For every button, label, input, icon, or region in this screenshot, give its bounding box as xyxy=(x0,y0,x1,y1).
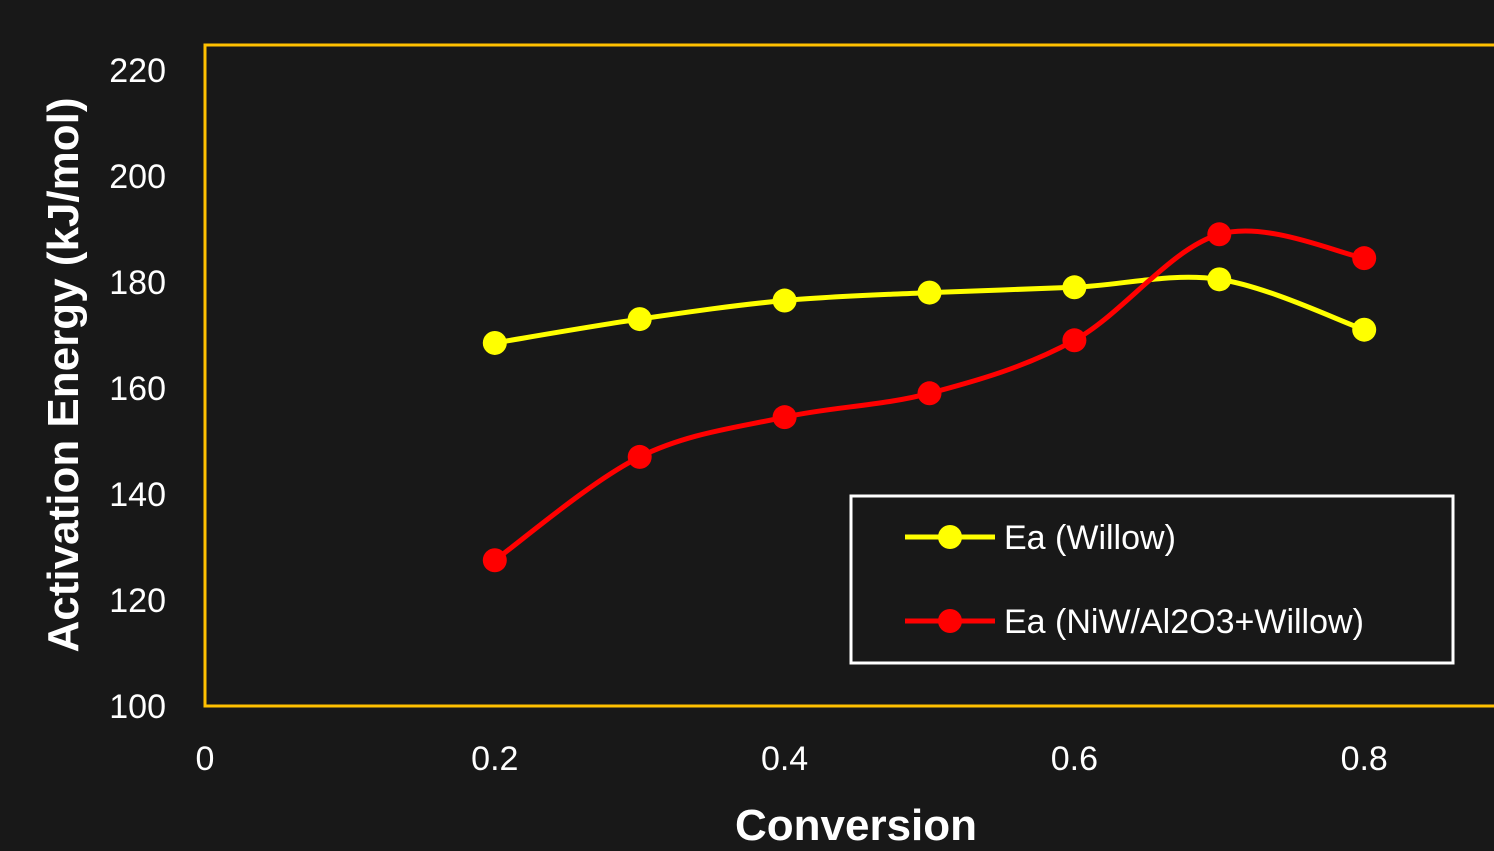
x-tick-label: 0.6 xyxy=(1051,740,1098,778)
data-point-marker xyxy=(1352,246,1377,271)
data-point-marker xyxy=(1062,328,1087,353)
y-tick-label: 120 xyxy=(109,582,166,620)
y-tick-label: 140 xyxy=(109,476,166,514)
legend-box xyxy=(849,494,1455,665)
series-niw-al2o3-willow xyxy=(482,222,1377,573)
data-point-marker xyxy=(627,444,652,469)
data-point-marker xyxy=(482,548,507,573)
data-point-marker xyxy=(1207,222,1232,247)
plot-area-border xyxy=(203,43,1494,708)
data-point-marker xyxy=(917,280,942,305)
series-willow xyxy=(482,267,1377,355)
legend: Ea (Willow) Ea (NiW/Al2O3+Willow) xyxy=(849,494,1455,665)
data-point-marker xyxy=(772,405,797,430)
data-point-marker xyxy=(772,288,797,313)
data-point-marker xyxy=(1062,275,1087,300)
legend-swatch-marker xyxy=(938,609,962,633)
x-tick-label: 0.8 xyxy=(1341,740,1388,778)
data-point-marker xyxy=(482,330,507,355)
x-tick-label: 0.4 xyxy=(761,740,808,778)
data-point-marker xyxy=(1207,267,1232,292)
data-point-marker xyxy=(917,381,942,406)
legend-label: Ea (Willow) xyxy=(1004,519,1176,557)
y-tick-label: 180 xyxy=(109,264,166,302)
y-tick-label: 220 xyxy=(109,52,166,90)
y-tick-label: 100 xyxy=(109,688,166,726)
x-tick-label: 0.2 xyxy=(471,740,518,778)
y-axis-title: Activation Energy (kJ/mol) xyxy=(39,97,88,652)
x-axis-title: Conversion xyxy=(735,801,977,846)
data-point-marker xyxy=(627,307,652,332)
legend-label: Ea (NiW/Al2O3+Willow) xyxy=(1004,603,1364,641)
y-tick-label: 200 xyxy=(109,158,166,196)
legend-swatch-marker xyxy=(938,525,962,549)
y-tick-label: 160 xyxy=(109,370,166,408)
data-point-marker xyxy=(1352,317,1377,342)
x-tick-label: 0 xyxy=(196,740,215,778)
